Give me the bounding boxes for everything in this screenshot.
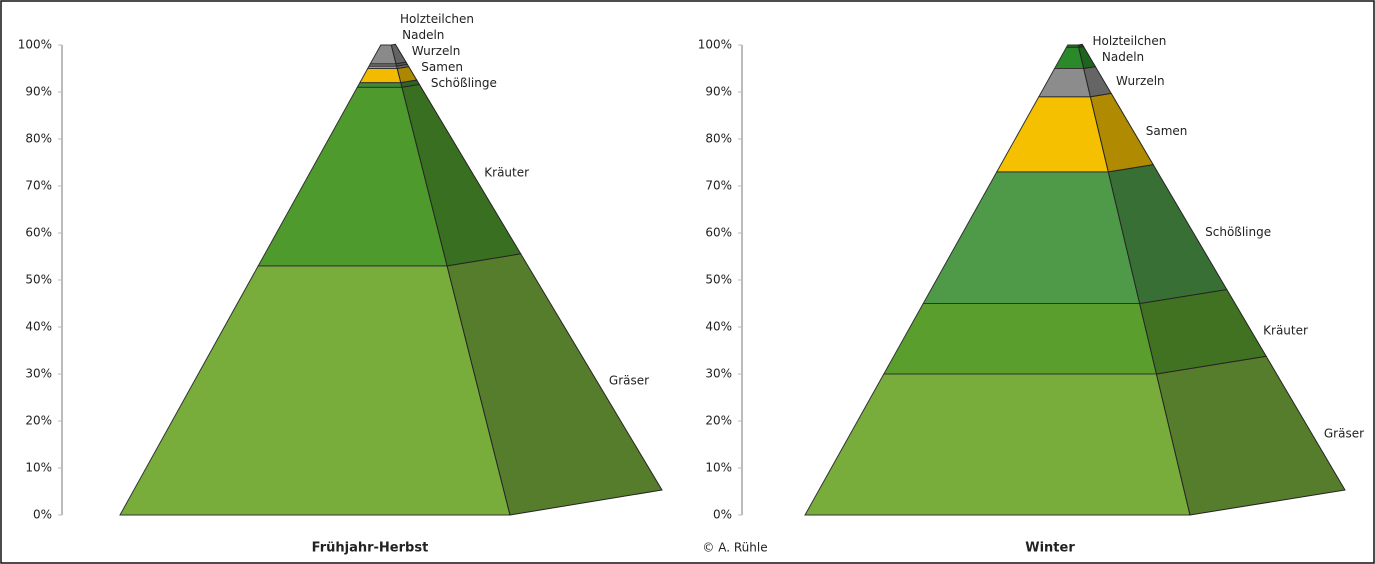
segment-label: Schößlinge — [431, 76, 497, 90]
y-tick-label: 100% — [18, 38, 52, 52]
segment-label: Gräser — [1324, 426, 1364, 440]
chart-title: Frühjahr-Herbst — [312, 541, 429, 556]
y-tick-label: 80% — [25, 132, 52, 146]
y-tick-label: 70% — [25, 179, 52, 193]
segment-label: Samen — [421, 60, 463, 74]
y-tick-label: 30% — [705, 367, 732, 381]
y-tick-label: 100% — [698, 38, 732, 52]
y-tick-label: 70% — [705, 179, 732, 193]
segment-side — [390, 43, 407, 65]
segment-label: Gräser — [609, 374, 649, 388]
segment-front — [1065, 44, 1080, 48]
segment-label: Kräuter — [484, 165, 529, 179]
segment-label: Holzteilchen — [1092, 34, 1166, 48]
y-tick-label: 0% — [33, 508, 52, 522]
credit: © A. Rühle — [702, 541, 767, 555]
segment-label: Wurzeln — [412, 44, 461, 58]
y-tick-label: 10% — [25, 461, 52, 475]
segment-label: Holzteilchen — [400, 12, 474, 26]
segment-label: Nadeln — [402, 28, 444, 42]
y-tick-label: 30% — [25, 367, 52, 381]
y-tick-label: 0% — [713, 508, 732, 522]
y-tick-label: 20% — [25, 414, 52, 428]
segment-label: Wurzeln — [1116, 74, 1165, 88]
y-tick-label: 40% — [25, 320, 52, 334]
segment-label: Nadeln — [1102, 50, 1144, 64]
y-tick-label: 90% — [25, 85, 52, 99]
y-tick-label: 90% — [705, 85, 732, 99]
y-tick-label: 50% — [25, 273, 52, 287]
segment-label: Samen — [1146, 124, 1188, 138]
segment-front — [356, 82, 403, 88]
segment-label: Kräuter — [1263, 323, 1308, 337]
segment-front — [359, 68, 402, 84]
y-tick-label: 80% — [705, 132, 732, 146]
y-tick-label: 60% — [25, 226, 52, 240]
segment-front — [882, 303, 1158, 375]
segment-side — [1077, 43, 1085, 48]
y-tick-label: 40% — [705, 320, 732, 334]
chart-title: Winter — [1025, 541, 1075, 556]
y-tick-label: 10% — [705, 461, 732, 475]
y-tick-label: 50% — [705, 273, 732, 287]
segment-label: Schößlinge — [1205, 225, 1271, 239]
y-tick-label: 20% — [705, 414, 732, 428]
y-tick-label: 60% — [705, 226, 732, 240]
